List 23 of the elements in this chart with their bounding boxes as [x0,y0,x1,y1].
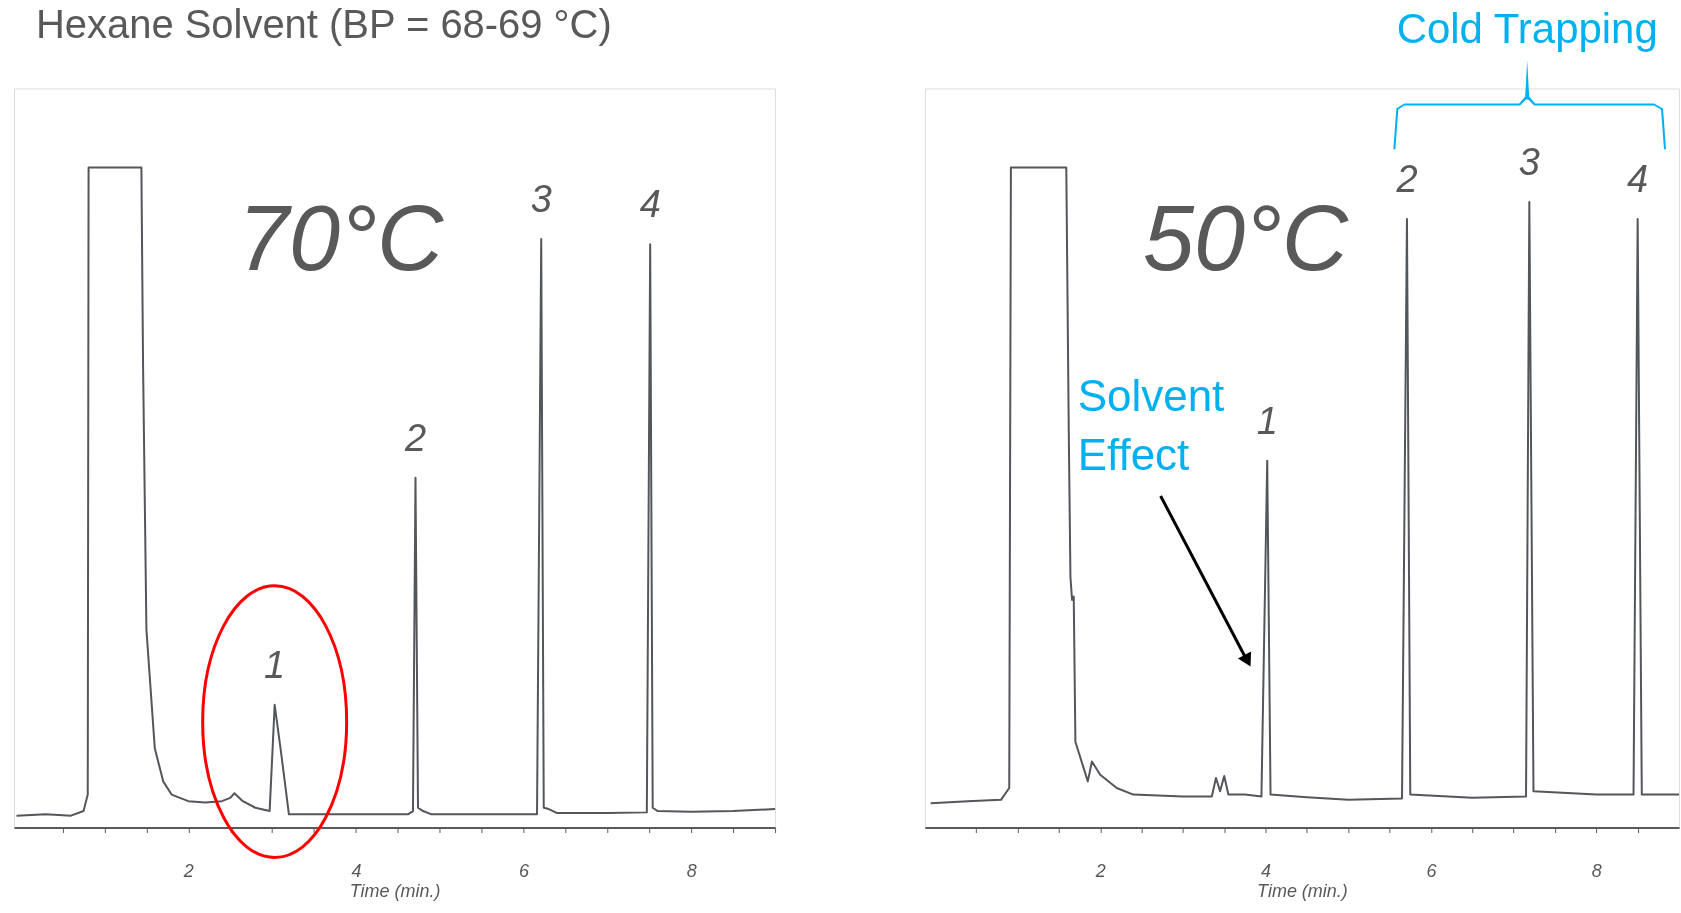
annotation: 70°C [237,187,444,290]
annotation: 4 [1627,158,1649,201]
x-axis-title: Time (min.) [1257,880,1348,901]
x-tick-label: 4 [351,860,362,881]
x-tick-label: 2 [1094,860,1106,881]
text: Cold Trapping [1396,5,1658,53]
annotation: 3 [1518,140,1540,183]
x-tick-label: 6 [519,860,530,881]
x-axis-title: Time (min.) [349,880,441,901]
annotation: 2 [403,416,427,459]
x-tick-label: 4 [1261,860,1272,881]
x-tick-label: 8 [1591,860,1602,881]
annotation: 2 [1395,158,1418,201]
annotation: 1 [1256,399,1278,442]
annotation: 50°C [1142,187,1349,290]
annotation: 4 [639,183,661,226]
annotation: 1 [264,643,286,686]
chart-title: Hexane Solvent (BP = 68-69 °C) [35,2,612,47]
annotation: Solvent Effect [1077,371,1225,480]
x-tick-label: 2 [182,860,194,881]
annotation: 3 [530,177,552,220]
x-tick-label: 6 [1426,860,1437,881]
x-tick-label: 8 [686,860,697,881]
